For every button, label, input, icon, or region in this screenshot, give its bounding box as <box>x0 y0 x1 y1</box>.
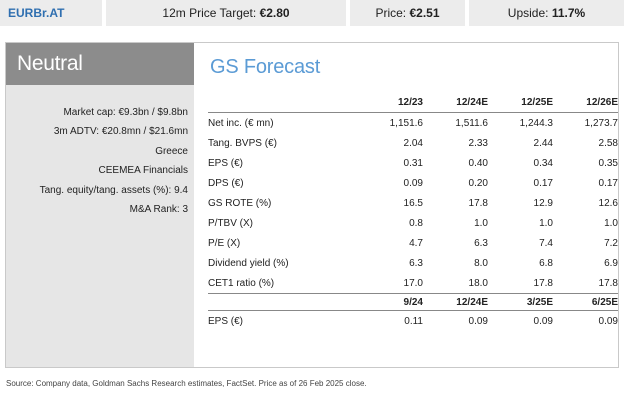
quarter-column-header: 3/25E <box>526 296 553 308</box>
cell-value: 7.2 <box>604 237 618 249</box>
row-label: EPS (€) <box>208 157 244 169</box>
cell-value: 1.0 <box>604 217 618 229</box>
cell-value: 17.8 <box>468 197 488 209</box>
cell-value: 1.0 <box>539 217 553 229</box>
price: Price: €2.51 <box>350 0 465 26</box>
forecast-panel: Neutral Market cap: €9.3bn / $9.8bn 3m A… <box>5 42 619 368</box>
forecast-row: DPS (€) 0.09 0.20 0.17 0.17 <box>208 173 618 193</box>
ticker: EURBr.AT <box>0 0 102 26</box>
header-spacer <box>208 294 358 311</box>
cell-value: 1,244.3 <box>488 112 553 133</box>
forecast-row: P/E (X) 4.7 6.3 7.4 7.2 <box>208 233 618 253</box>
cell-value: 0.34 <box>533 157 553 169</box>
row-label: Tang. BVPS (€) <box>208 137 277 149</box>
stat-tang-equity: Tang. equity/tang. assets (%): 9.4 <box>39 184 188 196</box>
stat-ma-rank: M&A Rank: 3 <box>129 204 188 216</box>
quarter-column-header: 9/24 <box>403 296 423 308</box>
forecast-header-row: 12/23 12/24E 12/25E 12/26E <box>208 92 618 113</box>
quarter-column-header: 12/24E <box>456 296 488 308</box>
cell-value: 2.44 <box>533 137 553 149</box>
cell-value: 12.9 <box>533 197 553 209</box>
column-header: 12/23 <box>397 96 423 108</box>
price-value: €2.51 <box>409 6 440 20</box>
cell-value: 0.40 <box>468 157 488 169</box>
forecast-section: GS Forecast 12/23 12/24E 12/25E 12/26E Net i… <box>194 43 618 367</box>
stat-country: Greece <box>155 145 188 157</box>
quarter-row: EPS (€) 0.11 0.09 0.09 0.09 <box>208 310 618 331</box>
cell-value: 1,273.7 <box>553 112 618 133</box>
row-label: GS ROTE (%) <box>208 197 272 209</box>
cell-value: 18.0 <box>423 273 488 294</box>
forecast-row: Dividend yield (%) 6.3 8.0 6.8 6.9 <box>208 253 618 273</box>
source-note: Source: Company data, Goldman Sachs Rese… <box>6 379 367 388</box>
forecast-row: GS ROTE (%) 16.5 17.8 12.9 12.6 <box>208 193 618 213</box>
stat-market-cap: Market cap: €9.3bn / $9.8bn <box>63 107 188 118</box>
cell-value: 1,511.6 <box>423 112 488 133</box>
forecast-row: P/TBV (X) 0.8 1.0 1.0 1.0 <box>208 213 618 233</box>
forecast-row: Tang. BVPS (€) 2.04 2.33 2.44 2.58 <box>208 133 618 153</box>
cell-value: 2.33 <box>468 137 488 149</box>
upside-value: 11.7% <box>551 6 586 20</box>
column-header: 12/26E <box>586 96 618 108</box>
forecast-table: 12/23 12/24E 12/25E 12/26E Net inc. (€ mn) 1,… <box>208 92 618 331</box>
forecast-title: GS Forecast <box>210 56 321 78</box>
cell-value: 6.8 <box>539 257 553 269</box>
cell-value: 17.0 <box>358 273 423 294</box>
forecast-row: EPS (€) 0.31 0.40 0.34 0.35 <box>208 153 618 173</box>
price-target: 12m Price Target: €2.80 <box>106 0 346 26</box>
rating-badge: Neutral <box>6 43 194 85</box>
cell-value: 0.20 <box>468 177 488 189</box>
quarter-header-row: 9/24 12/24E 3/25E 6/25E <box>208 294 618 311</box>
price-target-value: €2.80 <box>259 6 290 20</box>
cell-value: 17.8 <box>553 273 618 294</box>
cell-value: 0.35 <box>598 157 618 169</box>
cell-value: 0.17 <box>598 177 618 189</box>
cell-value: 6.9 <box>604 257 618 269</box>
cell-value: 17.8 <box>488 273 553 294</box>
cell-value: 12.6 <box>598 197 618 209</box>
forecast-row: Net inc. (€ mn) 1,151.6 1,511.6 1,244.3 1,27… <box>208 112 618 133</box>
summary-sidebar: Neutral Market cap: €9.3bn / $9.8bn 3m A… <box>6 43 194 367</box>
row-label: EPS (€) <box>208 310 358 331</box>
row-label: P/E (X) <box>208 237 241 249</box>
column-header: 12/24E <box>456 96 488 108</box>
forecast-row: CET1 ratio (%) 17.0 18.0 17.8 17.8 <box>208 273 618 294</box>
header-spacer <box>208 92 358 113</box>
cell-value: 0.17 <box>533 177 553 189</box>
upside: Upside: 11.7% <box>469 0 624 26</box>
stats-list: Market cap: €9.3bn / $9.8bn 3m ADTV: €20… <box>40 103 188 219</box>
stat-adtv: 3m ADTV: €20.8mn / $21.6mn <box>53 126 188 138</box>
row-label: DPS (€) <box>208 177 244 189</box>
cell-value: 0.09 <box>403 177 423 189</box>
row-label: Net inc. (€ mn) <box>208 112 358 133</box>
cell-value: 16.5 <box>403 197 423 209</box>
row-label: CET1 ratio (%) <box>208 273 358 294</box>
cell-value: 1,151.6 <box>358 112 423 133</box>
cell-value: 0.11 <box>358 310 423 331</box>
cell-value: 0.09 <box>488 310 553 331</box>
stat-sector: CEEMEA Financials <box>98 165 188 177</box>
row-label: P/TBV (X) <box>208 217 254 229</box>
cell-value: 0.31 <box>403 157 423 169</box>
quarter-column-header: 6/25E <box>591 296 618 308</box>
row-label: Dividend yield (%) <box>208 257 289 269</box>
cell-value: 2.04 <box>403 137 423 149</box>
cell-value: 0.09 <box>553 310 618 331</box>
cell-value: 0.8 <box>409 217 423 229</box>
cell-value: 6.3 <box>474 237 488 249</box>
cell-value: 0.09 <box>423 310 488 331</box>
cell-value: 8.0 <box>474 257 488 269</box>
cell-value: 7.4 <box>539 237 553 249</box>
cell-value: 2.58 <box>598 137 618 149</box>
price-label: Price: <box>375 6 407 20</box>
cell-value: 6.3 <box>409 257 423 269</box>
column-header: 12/25E <box>521 96 553 108</box>
price-target-label: 12m Price Target: <box>162 6 257 20</box>
cell-value: 4.7 <box>409 237 423 249</box>
upside-label: Upside: <box>507 6 549 20</box>
cell-value: 1.0 <box>474 217 488 229</box>
